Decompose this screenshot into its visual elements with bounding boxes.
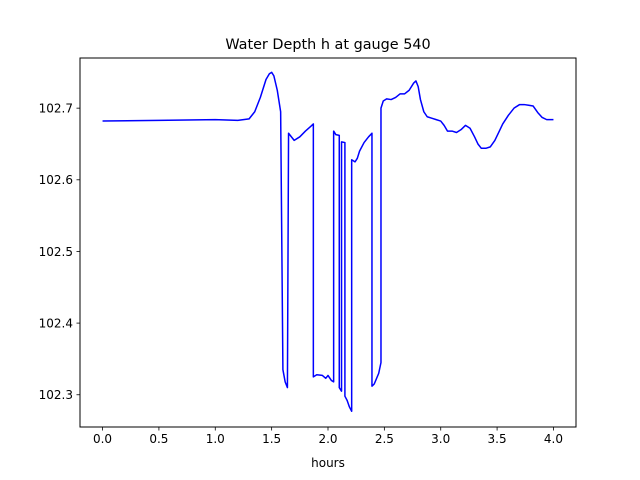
x-tick-label: 2.5: [375, 432, 394, 446]
y-tick-label: 102.3: [39, 388, 73, 402]
y-tick-label: 102.4: [39, 316, 73, 330]
series-line-0: [102, 71, 554, 412]
chart-title: Water Depth h at gauge 540: [225, 37, 430, 53]
x-tick-label: 1.0: [206, 432, 225, 446]
x-tick-label: 3.5: [488, 432, 507, 446]
x-tick-label: 0.5: [149, 432, 168, 446]
y-tick-label: 102.5: [39, 245, 73, 259]
x-tick-label: 1.5: [262, 432, 281, 446]
x-tick-label: 3.0: [431, 432, 450, 446]
x-axis-ticks: 0.0 0.5 1.0 1.5 2.0 2.5 3.0 3.5 4.0: [93, 427, 563, 446]
x-tick-label: 2.0: [318, 432, 337, 446]
x-tick-label: 0.0: [93, 432, 112, 446]
y-tick-label: 102.7: [39, 101, 73, 115]
y-tick-label: 102.6: [39, 173, 73, 187]
x-axis-label: hours: [311, 456, 345, 470]
plot-area: [102, 71, 554, 412]
x-tick-label: 4.0: [544, 432, 563, 446]
y-axis-ticks: 102.3 102.4 102.5 102.6 102.7: [39, 101, 80, 402]
